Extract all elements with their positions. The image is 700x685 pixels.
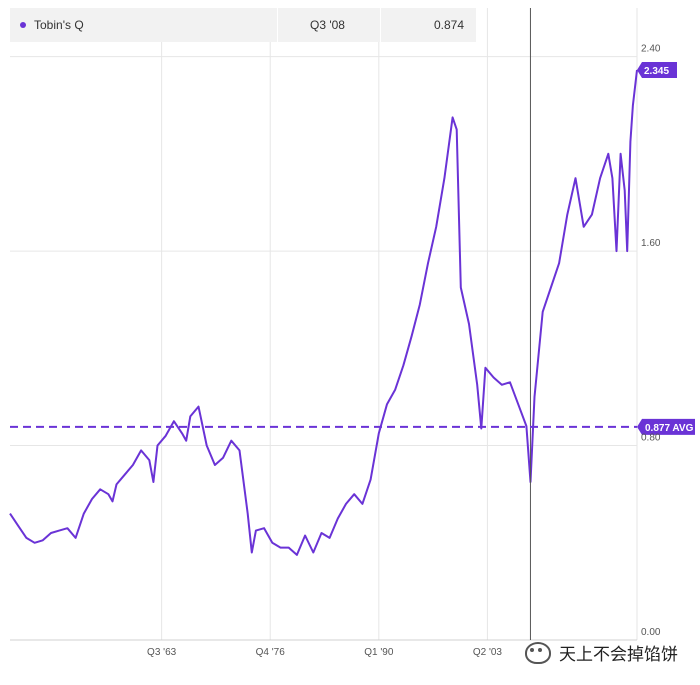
x-tick-label: Q3 '63 — [147, 647, 177, 658]
x-tick-label: Q4 '76 — [256, 647, 286, 658]
series-dot-icon — [20, 22, 26, 28]
axis-labels: Q3 '63 Q4 '76 Q1 '90 Q2 '03 0.00 0.80 1.60 2.40 — [147, 44, 661, 658]
series-line — [9, 69, 638, 556]
tooltip-divider — [277, 8, 278, 42]
tooltip-series-name: Tobin's Q — [34, 18, 84, 32]
series-layer — [9, 69, 638, 556]
reference-layer: 0.877 AVG 2.345 — [10, 8, 695, 640]
y-tick-label: 0.80 — [641, 433, 661, 444]
tooltip-divider — [380, 8, 381, 42]
average-badge: 0.877 AVG — [637, 418, 695, 435]
average-badge-bg — [637, 418, 695, 435]
wechat-icon — [525, 641, 551, 664]
x-tick-label: Q1 '90 — [364, 647, 394, 658]
tooltip: Tobin's Q Q3 '08 0.874 — [10, 8, 476, 42]
average-badge-label: 0.877 AVG — [645, 423, 694, 434]
watermark-text: 天上不会掉馅饼 — [559, 645, 678, 664]
last-value-badge: 2.345 — [637, 61, 677, 78]
y-tick-label: 1.60 — [641, 238, 661, 249]
watermark: 天上不会掉馅饼 — [525, 640, 678, 665]
last-value-badge-bg — [637, 61, 677, 78]
tooltip-date: Q3 '08 — [310, 18, 345, 32]
grid-lines — [10, 8, 638, 641]
x-tick-label: Q2 '03 — [473, 647, 503, 658]
tooltip-value: 0.874 — [434, 18, 465, 32]
last-value-badge-label: 2.345 — [644, 66, 669, 77]
y-tick-label: 2.40 — [641, 44, 661, 55]
y-tick-label: 0.00 — [641, 627, 661, 638]
